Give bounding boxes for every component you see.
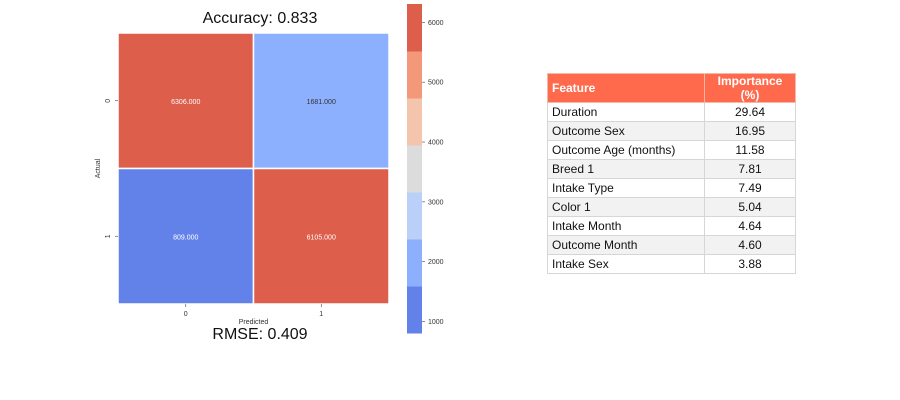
importance-value-cell: 7.81 [704, 159, 796, 179]
importance-value-cell: 29.64 [704, 102, 796, 122]
feature-importance-table: Feature Importance (%) Duration 29.64 Outc… [547, 73, 796, 274]
table-row: Intake Type 7.49 [547, 178, 796, 198]
table-row: Outcome Sex 16.95 [547, 121, 796, 141]
cell-value-label: 1681.000 [307, 99, 336, 106]
table-header-row: Feature Importance (%) [547, 73, 796, 103]
colorbar-segment [407, 192, 422, 240]
colorbar-tick-label: 4000 [428, 140, 444, 147]
confusion-matrix-heatmap: 6306.000 1681.000 809.000 6105.000 0 1 0 1 Predi… [95, 4, 444, 334]
importance-value-cell: 7.49 [704, 178, 796, 198]
table-row: Intake Sex 3.88 [547, 254, 796, 274]
feature-name-cell: Intake Type [547, 178, 705, 198]
chart-title: Accuracy: 0.833 [202, 10, 318, 27]
colorbar-tick-label: 6000 [428, 20, 444, 27]
importance-value-cell: 16.95 [704, 121, 796, 141]
colorbar-segment [407, 4, 422, 52]
y-axis-label: Actual [95, 158, 102, 178]
importance-value-cell: 11.58 [704, 140, 796, 160]
table-row: Breed 1 7.81 [547, 159, 796, 179]
feature-name-cell: Duration [547, 102, 705, 122]
importance-value-cell: 5.04 [704, 197, 796, 217]
importance-value-cell: 4.60 [704, 235, 796, 255]
header-feature: Feature [547, 73, 705, 103]
colorbar-tick-label: 1000 [428, 319, 444, 326]
table-row: Duration 29.64 [547, 102, 796, 122]
x-tick-label: 0 [184, 311, 188, 318]
feature-name-cell: Intake Month [547, 216, 705, 236]
importance-value-cell: 4.64 [704, 216, 796, 236]
colorbar-tick-label: 2000 [428, 259, 444, 266]
cell-value-label: 6105.000 [307, 234, 336, 241]
feature-name-cell: Breed 1 [547, 159, 705, 179]
cell-value-label: 6306.000 [171, 99, 200, 106]
heatmap-cell-r1c1 [252, 167, 390, 305]
feature-name-cell: Outcome Month [547, 235, 705, 255]
table-row: Intake Month 4.64 [547, 216, 796, 236]
header-importance: Importance (%) [704, 73, 796, 103]
y-tick-label: 1 [105, 234, 112, 238]
colorbar-tick-label: 5000 [428, 80, 444, 87]
cell-value-label: 809.000 [173, 234, 198, 241]
x-axis-label: Predicted [239, 319, 269, 326]
importance-value-cell: 3.88 [704, 254, 796, 274]
chart-subtitle-rmse: RMSE: 0.409 [212, 326, 308, 343]
colorbar-tick-label: 3000 [428, 199, 444, 206]
feature-name-cell: Outcome Age (months) [547, 140, 705, 160]
feature-name-cell: Intake Sex [547, 254, 705, 274]
x-tick-label: 1 [319, 311, 323, 318]
colorbar-segment [407, 145, 422, 193]
feature-name-cell: Outcome Sex [547, 121, 705, 141]
heatmap-cell-r1c0 [117, 167, 255, 305]
colorbar-segment [407, 98, 422, 146]
colorbar-segment [407, 239, 422, 287]
table-row: Color 1 5.04 [547, 197, 796, 217]
y-tick-label: 0 [105, 99, 112, 103]
heatmap-cell-r0c1 [252, 32, 390, 170]
table-row: Outcome Age (months) 11.58 [547, 140, 796, 160]
table-row: Outcome Month 4.60 [547, 235, 796, 255]
colorbar-segment [407, 51, 422, 99]
colorbar-segment [407, 286, 422, 334]
feature-name-cell: Color 1 [547, 197, 705, 217]
